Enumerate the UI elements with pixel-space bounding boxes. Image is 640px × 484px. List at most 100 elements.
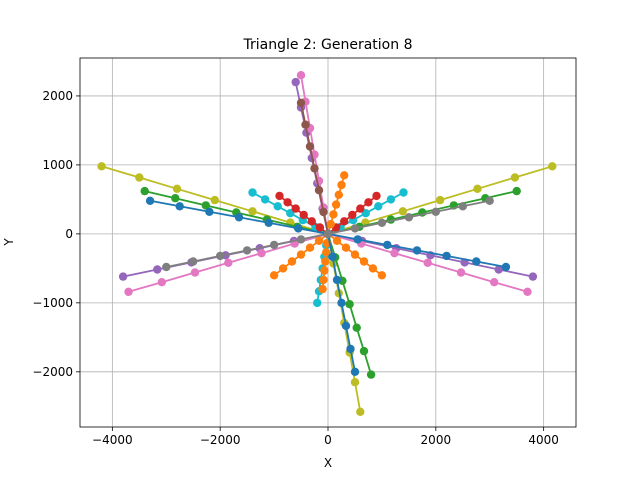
data-point <box>248 188 257 197</box>
data-point <box>356 407 365 416</box>
data-point <box>350 250 360 259</box>
data-point <box>248 207 257 216</box>
x-tick-label: −2000 <box>200 433 241 447</box>
data-point <box>321 257 330 266</box>
data-point <box>307 217 316 226</box>
data-point <box>318 284 327 294</box>
data-point <box>412 246 422 255</box>
data-point <box>296 250 306 259</box>
data-point <box>512 186 521 196</box>
data-point <box>305 243 315 252</box>
data-point <box>291 77 300 87</box>
data-point <box>359 346 369 356</box>
data-point <box>356 204 365 213</box>
data-point <box>299 210 308 220</box>
data-point <box>353 235 362 244</box>
data-point <box>275 191 284 201</box>
y-axis-ticks: −2000 −1000 0 1000 2000 <box>32 89 80 379</box>
data-point <box>372 191 381 201</box>
data-point <box>315 223 325 232</box>
data-point <box>140 186 149 196</box>
series-17 <box>323 191 381 239</box>
data-point <box>171 194 180 203</box>
data-point <box>153 265 162 274</box>
data-point <box>510 173 520 182</box>
data-point <box>260 195 270 204</box>
data-point <box>346 344 355 354</box>
data-point <box>442 251 451 261</box>
data-point <box>350 378 360 387</box>
data-point <box>242 246 252 255</box>
data-point <box>398 207 407 216</box>
data-point <box>162 262 171 272</box>
data-point <box>390 249 399 258</box>
data-point <box>528 272 538 281</box>
data-point <box>548 162 557 171</box>
data-point <box>341 243 351 252</box>
data-point <box>435 195 445 205</box>
data-point <box>501 262 511 272</box>
y-tick-label: 2000 <box>42 89 73 103</box>
data-point <box>283 198 292 207</box>
data-point <box>175 202 184 211</box>
chart-title: Triangle 2: Generation 8 <box>243 37 413 53</box>
data-point <box>313 298 322 308</box>
data-point <box>374 202 383 211</box>
data-point <box>291 204 300 213</box>
series-26 <box>323 196 494 239</box>
x-tick-label: 4000 <box>528 433 559 447</box>
data-point <box>431 207 440 216</box>
series-6 <box>124 229 333 296</box>
data-point <box>352 323 361 332</box>
data-point <box>319 207 328 217</box>
data-point <box>341 321 351 330</box>
data-point <box>314 236 324 245</box>
data-point <box>340 171 349 180</box>
data-point <box>334 190 343 199</box>
data-point <box>296 98 306 108</box>
data-point <box>135 173 144 182</box>
data-point <box>350 224 360 233</box>
data-point <box>190 268 200 277</box>
data-point <box>145 196 155 205</box>
data-point <box>490 278 499 287</box>
y-tick-label: −2000 <box>32 365 73 379</box>
data-point <box>328 252 337 261</box>
y-tick-label: 1000 <box>42 158 73 172</box>
data-point <box>366 370 376 379</box>
data-point <box>332 275 342 285</box>
data-point <box>377 271 387 280</box>
data-point <box>124 287 133 296</box>
data-point <box>296 71 306 80</box>
data-point <box>350 367 360 376</box>
data-point <box>269 240 279 250</box>
data-point <box>210 195 219 205</box>
x-axis-label: X <box>324 456 332 470</box>
data-point <box>348 210 357 220</box>
data-point <box>386 195 396 204</box>
data-point <box>523 287 532 296</box>
data-point <box>97 162 106 171</box>
y-tick-label: 0 <box>65 227 73 241</box>
data-point <box>257 249 266 258</box>
data-point <box>359 257 369 266</box>
data-point <box>205 207 214 216</box>
data-point <box>216 251 225 261</box>
data-point <box>404 213 414 222</box>
data-point <box>329 210 338 219</box>
data-point <box>189 257 198 266</box>
data-point <box>368 264 378 273</box>
series-13 <box>248 188 333 239</box>
series-0 <box>97 162 333 239</box>
y-tick-label: −1000 <box>32 296 73 310</box>
series-1 <box>323 162 557 239</box>
data-point <box>301 120 310 129</box>
data-point <box>269 271 279 280</box>
y-axis-label: Y <box>2 238 16 247</box>
data-point <box>364 198 373 207</box>
data-point <box>458 202 467 211</box>
data-point <box>331 200 341 209</box>
data-point <box>201 201 210 210</box>
data-point <box>287 257 297 266</box>
